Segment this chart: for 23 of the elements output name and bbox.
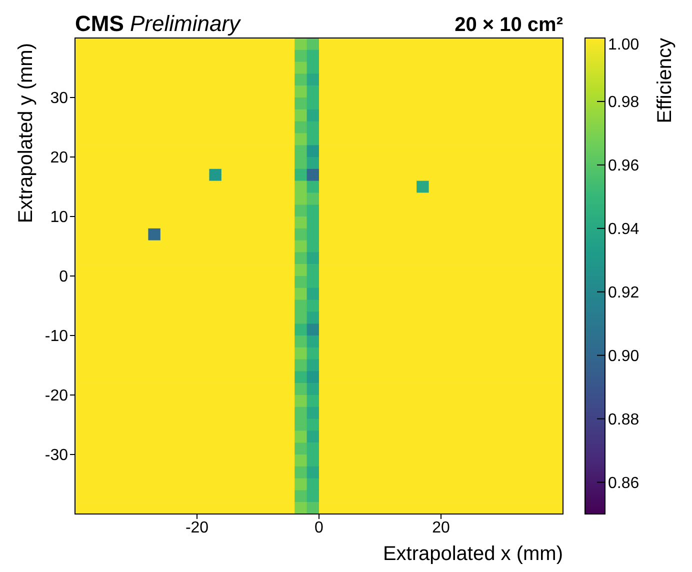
y-tick-label: 0 [59, 268, 68, 286]
chart-title: CMS Preliminary [75, 11, 242, 36]
y-tick-label: 30 [50, 90, 68, 108]
y-tick-label: -10 [44, 328, 68, 346]
chart-subtitle: 20 × 10 cm² [454, 14, 564, 36]
x-tick-label: -20 [185, 519, 209, 536]
color-bar-label: 0.98 [608, 94, 640, 112]
color-bar-label: 0.86 [608, 474, 640, 492]
x-tick-label: 20 [432, 519, 450, 536]
color-bar-title: Efficiency [654, 38, 676, 124]
x-axis-title: Extrapolated x (mm) [382, 543, 563, 565]
y-axis-title: Extrapolated y (mm) [15, 43, 37, 224]
y-tick-label: -30 [44, 447, 68, 464]
y-tick-label: -20 [44, 388, 68, 405]
color-bar-label: 1.00 [608, 36, 640, 54]
color-bar-label: 0.90 [608, 348, 640, 365]
y-tick-label: 10 [50, 209, 68, 226]
color-bar-label: 0.96 [608, 158, 640, 175]
x-tick-label: 0 [314, 519, 324, 536]
y-tick-label: 20 [50, 150, 68, 167]
color-bar-label: 0.92 [608, 284, 640, 302]
color-bar-label: 0.94 [608, 221, 640, 238]
color-bar-label: 0.88 [608, 411, 640, 428]
